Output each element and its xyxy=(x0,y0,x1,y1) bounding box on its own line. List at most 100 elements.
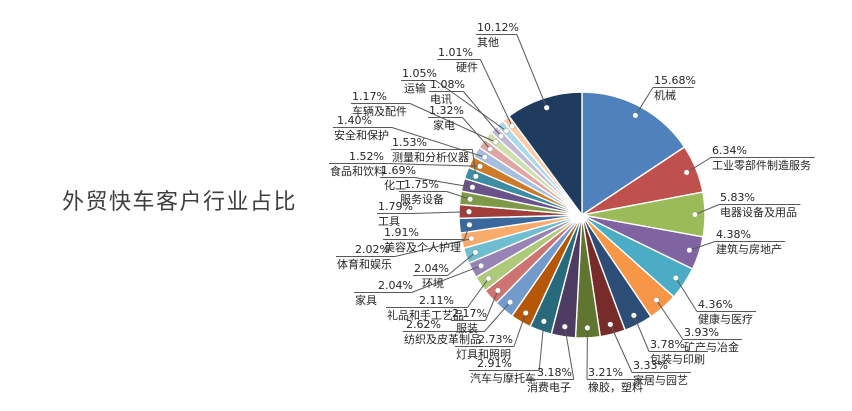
slice-label-percent: 10.12% xyxy=(477,21,519,34)
slice-label-percent: 3.78% xyxy=(650,338,685,351)
slice-label: 3.33% 家居与园艺 xyxy=(633,359,688,387)
slice-label-percent: 4.38% xyxy=(716,228,751,241)
slice-label: 1.69% 化工 xyxy=(381,164,416,192)
slice-label: 1.08% 电讯 xyxy=(430,78,465,106)
leader-dot xyxy=(487,146,494,153)
slice-label-category: 矿产与冶金 xyxy=(684,341,739,354)
slice-label-category: 环境 xyxy=(422,277,444,290)
slice-label: 2.62% 纺织及皮革制品 xyxy=(404,318,481,346)
leader-line xyxy=(484,301,511,332)
leader-dot xyxy=(468,235,475,242)
slice-label: 1.75% 服务设备 xyxy=(400,178,444,206)
slice-label: 2.04% 环境 xyxy=(414,262,449,290)
slice-label: 3.93% 矿产与冶金 xyxy=(684,326,739,354)
slice-label-category: 家电 xyxy=(433,119,455,132)
slice-label: 6.34% 工业零部件制造服务 xyxy=(712,144,811,172)
leader-line xyxy=(387,163,481,167)
slice-label-percent: 4.36% xyxy=(698,298,733,311)
slice-label: 2.91% 汽车与摩托车 xyxy=(470,357,536,385)
slice-label-percent: 15.68% xyxy=(654,74,696,87)
leader-line xyxy=(485,290,499,321)
leader-line xyxy=(391,127,486,158)
slice-label-category: 服装 xyxy=(456,322,478,335)
leader-line xyxy=(414,177,473,188)
leader-dot xyxy=(472,249,479,256)
slice-label-percent: 2.04% xyxy=(378,279,413,292)
slice-label: 1.79% 工具 xyxy=(378,200,413,228)
slice-label-percent: 2.11% xyxy=(419,294,454,307)
leader-dot xyxy=(497,133,504,140)
slice-label-percent: 2.62% xyxy=(406,318,441,331)
leader-dot xyxy=(540,318,547,325)
slice-label-category: 服务设备 xyxy=(400,193,444,206)
slice-label-percent: 1.01% xyxy=(438,46,473,59)
leader-dot xyxy=(481,154,488,161)
leader-dot xyxy=(492,139,499,146)
slice-label: 1.52% 食品和饮料 xyxy=(330,150,385,178)
slice-label-category: 灯具和照明 xyxy=(456,348,511,361)
leader-line xyxy=(446,191,471,200)
leader-dot xyxy=(653,297,660,304)
slice-label-category: 橡胶，塑料 xyxy=(588,381,643,394)
slice-label: 1.01% 硬件 xyxy=(438,46,478,74)
leader-dots-group xyxy=(466,104,698,331)
leader-line xyxy=(686,157,712,173)
slice-label-category: 建筑与房地产 xyxy=(716,243,782,256)
leader-line xyxy=(656,299,684,340)
leader-line xyxy=(435,80,507,132)
slice-label: 2.02% 体育和娱乐 xyxy=(337,243,392,271)
leader-line xyxy=(394,238,472,257)
slice-label-percent: 1.69% xyxy=(381,164,416,177)
leader-line xyxy=(447,252,476,276)
slice-label-percent: 2.91% xyxy=(477,357,512,370)
slice-label-category: 机械 xyxy=(654,89,676,102)
slice-label-category: 运输 xyxy=(404,82,426,95)
leader-line xyxy=(609,324,633,373)
slice-label-percent: 1.53% xyxy=(392,136,427,149)
slice-label-percent: 3.33% xyxy=(633,359,668,372)
slice-label: 2.17% 服装 xyxy=(452,307,487,335)
leader-dot xyxy=(477,163,484,170)
slice-label-percent: 3.93% xyxy=(684,326,719,339)
leader-dot xyxy=(561,323,568,330)
slice-label-category: 硬件 xyxy=(456,61,478,74)
slice-label-category: 电器设备及用品 xyxy=(720,206,797,219)
slice-label-category: 体育和娱乐 xyxy=(337,258,392,271)
leader-line xyxy=(635,87,654,116)
slice-label-category: 化工 xyxy=(384,179,406,192)
leader-line xyxy=(633,315,650,352)
slice-label-category: 工业零部件制造服务 xyxy=(712,159,811,172)
leader-dot xyxy=(630,312,637,319)
leader-dot xyxy=(469,184,476,191)
slice-label-percent: 1.17% xyxy=(352,90,387,103)
slice-label-category: 消费电子 xyxy=(527,381,571,394)
slice-label-category: 工具 xyxy=(378,215,400,228)
pie-slice xyxy=(581,91,686,217)
leader-line xyxy=(538,321,545,371)
chart-title: 外贸快车客户行业占比 xyxy=(62,190,298,215)
slice-label-percent: 1.52% xyxy=(349,150,384,163)
leader-line xyxy=(409,103,496,143)
slice-label: 5.83% 电器设备及用品 xyxy=(720,191,797,219)
slice-label: 3.78% 包装与印刷 xyxy=(650,338,705,366)
leader-line xyxy=(411,265,482,293)
slice-label: 1.40% 安全和保护 xyxy=(334,114,389,142)
leader-dot xyxy=(472,173,479,180)
slice-label-percent: 2.02% xyxy=(355,243,390,256)
leader-dot xyxy=(466,221,473,228)
leader-line xyxy=(513,312,527,347)
slice-label: 2.73% 灯具和照明 xyxy=(456,333,513,361)
slice-label: 4.38% 建筑与房地产 xyxy=(716,228,782,256)
pie-slice xyxy=(507,91,583,218)
slice-label-category: 礼品和手工艺品 xyxy=(387,309,464,322)
leader-line xyxy=(564,326,575,380)
leader-dot xyxy=(478,262,485,269)
slice-label-percent: 1.40% xyxy=(337,114,372,127)
slice-label-category: 安全和保护 xyxy=(334,129,389,142)
slice-label: 1.53% 测量和分析仪器 xyxy=(392,136,469,164)
leader-line xyxy=(675,277,698,312)
leader-dot xyxy=(686,247,693,254)
leader-dot xyxy=(485,275,492,282)
slice-label-category: 家居与园艺 xyxy=(633,374,688,387)
slice-label-percent: 5.83% xyxy=(720,191,755,204)
